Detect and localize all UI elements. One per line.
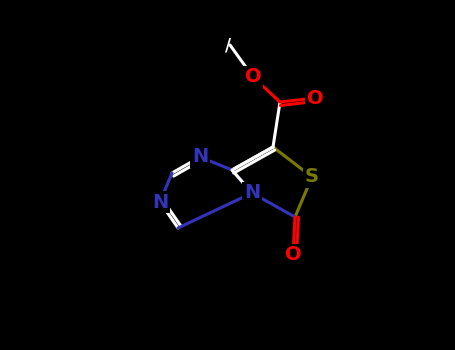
Text: N: N [192,147,208,167]
Text: /: / [225,36,231,54]
Text: O: O [307,89,324,107]
Text: S: S [305,168,319,187]
Text: N: N [152,193,168,211]
Text: O: O [285,245,301,265]
Text: N: N [244,183,260,203]
Text: O: O [245,68,261,86]
